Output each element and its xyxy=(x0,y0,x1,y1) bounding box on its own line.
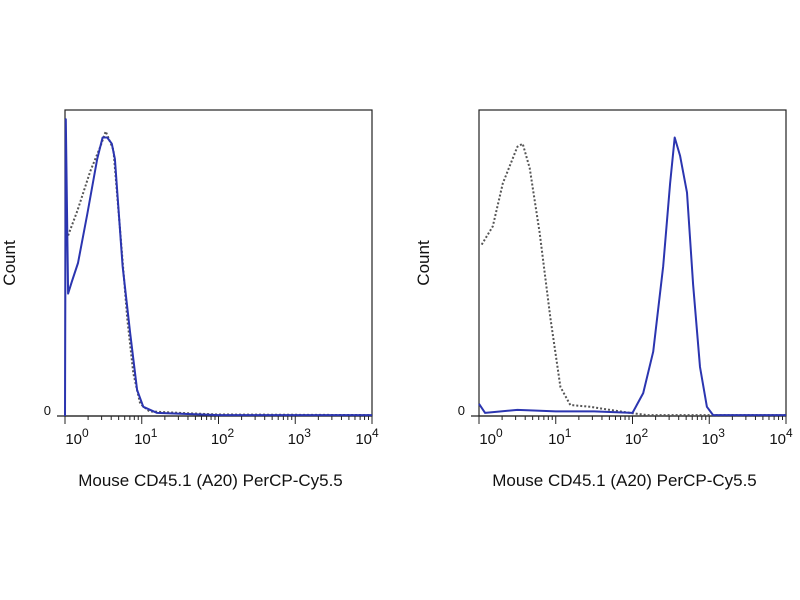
x-tick-label-exponent: 3 xyxy=(718,426,725,440)
series-line-stained xyxy=(64,118,372,417)
x-tick-label-base: 10 xyxy=(769,431,786,448)
plot-frame xyxy=(64,109,373,417)
x-tick-label-exponent: 1 xyxy=(565,426,572,440)
x-tick-label-base: 10 xyxy=(702,431,719,448)
x-tick-label: 104 xyxy=(769,426,793,448)
x-tick-label: 102 xyxy=(211,426,235,448)
x-tick-label: 103 xyxy=(702,426,726,448)
series-line-stained xyxy=(478,136,786,417)
x-tick-label: 103 xyxy=(288,426,312,448)
series-line-control xyxy=(480,142,786,417)
x-tick-label-exponent: 2 xyxy=(642,426,649,440)
x-tick-label: 102 xyxy=(625,426,649,448)
x-tick-label-exponent: 4 xyxy=(786,426,793,440)
x-tick-label: 100 xyxy=(65,426,89,448)
y-tick-label: 0 xyxy=(44,403,51,418)
plot-frame xyxy=(478,109,787,417)
x-tick-label: 104 xyxy=(355,426,379,448)
x-axis-label: Mouse CD45.1 (A20) PerCP-Cy5.5 xyxy=(492,471,757,490)
x-tick-label-base: 10 xyxy=(548,431,565,448)
y-tick-label: 0 xyxy=(458,403,465,418)
x-tick-label-exponent: 0 xyxy=(496,426,503,440)
y-axis-label: Count xyxy=(0,240,19,286)
x-tick-label: 101 xyxy=(134,426,158,448)
x-tick-label: 101 xyxy=(548,426,572,448)
x-axis-label: Mouse CD45.1 (A20) PerCP-Cy5.5 xyxy=(78,471,343,490)
x-tick-label-base: 10 xyxy=(65,431,82,448)
x-tick-label-exponent: 1 xyxy=(151,426,158,440)
x-tick-label: 100 xyxy=(479,426,503,448)
x-tick-label-base: 10 xyxy=(134,431,151,448)
x-tick-label-base: 10 xyxy=(625,431,642,448)
y-axis-label: Count xyxy=(414,240,433,286)
x-tick-label-exponent: 3 xyxy=(304,426,311,440)
x-tick-label-base: 10 xyxy=(288,431,305,448)
x-tick-label-exponent: 0 xyxy=(82,426,89,440)
x-tick-label-base: 10 xyxy=(479,431,496,448)
x-tick-label-exponent: 4 xyxy=(372,426,379,440)
x-tick-label-base: 10 xyxy=(355,431,372,448)
x-tick-label-exponent: 2 xyxy=(228,426,235,440)
series-line-control xyxy=(67,130,373,417)
x-tick-label-base: 10 xyxy=(211,431,228,448)
